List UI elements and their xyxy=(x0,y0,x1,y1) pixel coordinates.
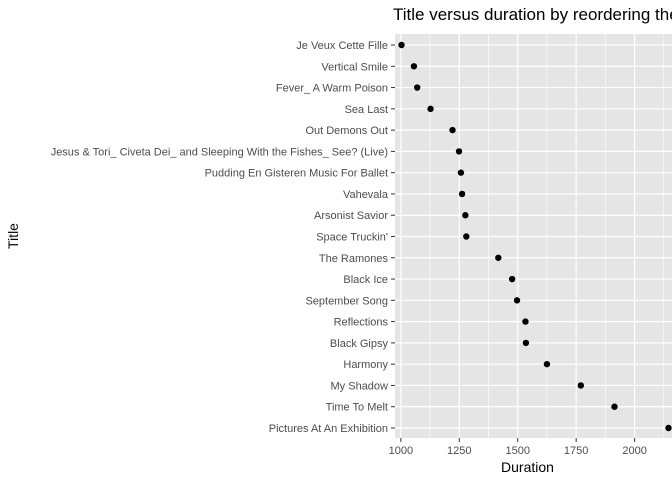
grid-lines xyxy=(395,34,672,438)
data-point xyxy=(463,233,470,240)
data-point xyxy=(427,105,434,113)
x-tick-label: 1500 xyxy=(505,445,529,457)
data-point xyxy=(513,297,521,304)
y-tick-label: September Song xyxy=(305,295,388,307)
data-point xyxy=(462,212,469,219)
x-tick-label: 1000 xyxy=(389,445,413,457)
y-tick-label: Black Ice xyxy=(343,274,388,286)
data-point xyxy=(543,360,551,368)
y-tick-label: Space Truckin' xyxy=(316,232,388,244)
y-tick-label: Time To Melt xyxy=(326,402,388,414)
y-tick-labels: Je Veux Cette Fille Vertical Smile Fever_ … xyxy=(51,40,395,435)
y-tick-label: Sea Last xyxy=(345,104,388,116)
y-tick-label: Vahevala xyxy=(343,189,389,201)
y-tick-label: Jesus & Tori_ Civeta Dei_ and Sleeping W… xyxy=(51,146,388,158)
y-tick-label: Out Demons Out xyxy=(305,125,388,137)
x-tick-label: 2000 xyxy=(622,445,646,457)
y-tick-label: Vertical Smile xyxy=(321,61,388,73)
data-point xyxy=(449,126,456,134)
y-tick-label: Arsonist Savior xyxy=(314,210,388,222)
data-point xyxy=(665,424,672,432)
y-axis-title: Title xyxy=(5,223,21,249)
x-tick-label: 1750 xyxy=(564,445,588,457)
data-point xyxy=(410,63,418,70)
y-tick-label: Je Veux Cette Fille xyxy=(296,40,388,52)
data-point xyxy=(455,148,463,155)
data-point xyxy=(414,84,421,91)
data-point xyxy=(611,403,618,410)
data-point xyxy=(522,339,530,347)
data-point xyxy=(398,41,405,49)
y-tick-label: Black Gipsy xyxy=(330,338,389,350)
data-point xyxy=(495,254,502,261)
y-tick-label: The Ramones xyxy=(319,253,389,265)
data-point xyxy=(522,318,529,325)
chart-title: Title versus duration by reordering the xyxy=(393,5,672,24)
data-point xyxy=(458,190,466,198)
y-tick-label: My Shadow xyxy=(331,380,389,392)
y-tick-label: Harmony xyxy=(343,359,388,371)
y-tick-label: Fever_ A Warm Poison xyxy=(276,83,388,95)
data-point xyxy=(508,275,516,283)
y-tick-label: Pictures At An Exhibition xyxy=(269,423,388,435)
data-point xyxy=(577,382,585,389)
y-tick-label: Reflections xyxy=(334,317,389,329)
data-points xyxy=(398,41,672,432)
x-tick-label: 1250 xyxy=(447,445,471,457)
data-point xyxy=(457,169,465,176)
y-tick-label: Pudding En Gisteren Music For Ballet xyxy=(205,168,388,180)
x-tick-labels: 1000 1250 1500 1750 2000 xyxy=(389,438,647,457)
x-axis-title: Duration xyxy=(501,459,554,475)
